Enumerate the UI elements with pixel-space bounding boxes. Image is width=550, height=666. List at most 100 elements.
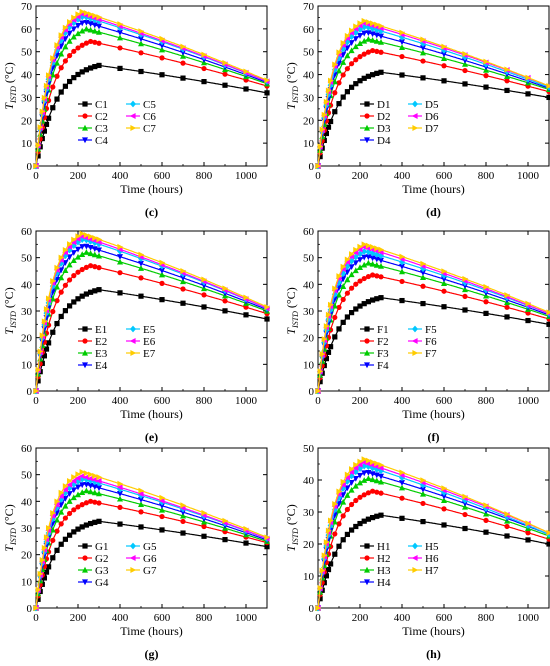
marker-E6 xyxy=(83,234,89,241)
marker-E1 xyxy=(54,320,60,327)
x-tick-label: 600 xyxy=(154,612,171,624)
marker-C3 xyxy=(138,40,144,47)
marker-D7 xyxy=(319,126,326,133)
marker-G2 xyxy=(117,504,123,510)
marker-F5 xyxy=(357,250,363,258)
marker-H3 xyxy=(373,477,380,484)
legend-marker-G1 xyxy=(82,543,88,549)
series-line-D5 xyxy=(317,25,550,167)
marker-C7 xyxy=(92,12,98,19)
marker-E7 xyxy=(75,233,82,240)
legend-marker-H1 xyxy=(364,543,370,549)
marker-H6 xyxy=(398,472,405,479)
marker-C7 xyxy=(96,14,103,21)
y-axis-title-unit: (°C) xyxy=(284,62,298,86)
marker-D1 xyxy=(344,89,350,95)
legend-label-C6: C6 xyxy=(143,111,156,123)
marker-G4 xyxy=(117,491,123,497)
marker-G6 xyxy=(58,493,64,500)
marker-H1 xyxy=(370,514,376,521)
marker-D3 xyxy=(369,36,376,43)
marker-E4 xyxy=(201,282,207,289)
marker-C7 xyxy=(62,24,69,31)
marker-E1 xyxy=(41,353,47,359)
marker-H1 xyxy=(323,573,329,579)
marker-C1 xyxy=(58,89,64,95)
marker-E2 xyxy=(58,289,64,295)
marker-F6 xyxy=(352,249,359,256)
marker-E2 xyxy=(222,298,228,304)
marker-F7 xyxy=(319,351,326,358)
marker-F1 xyxy=(349,310,355,316)
marker-G1 xyxy=(46,564,52,570)
marker-D7 xyxy=(504,66,511,73)
legend-marker-G5 xyxy=(130,542,136,550)
marker-D4 xyxy=(340,52,347,58)
y-axis-title: TISTD (°C) xyxy=(284,504,300,551)
marker-E1 xyxy=(35,378,41,384)
marker-D2 xyxy=(420,58,426,64)
legend-marker-G6 xyxy=(129,555,136,561)
marker-H7 xyxy=(319,567,326,574)
marker-H7 xyxy=(357,458,364,465)
marker-D1 xyxy=(325,124,332,130)
legend-marker-E6 xyxy=(129,338,136,344)
marker-C2 xyxy=(222,71,228,77)
marker-F1 xyxy=(546,321,550,327)
marker-D2 xyxy=(378,49,384,55)
marker-F2 xyxy=(370,272,376,278)
y-tick-label: 30 xyxy=(21,523,33,535)
legend-marker-C4 xyxy=(82,137,88,144)
marker-D2 xyxy=(349,61,355,67)
marker-F3 xyxy=(378,263,384,269)
x-tick-label: 1000 xyxy=(517,395,540,407)
marker-D4 xyxy=(462,57,468,64)
marker-H6 xyxy=(377,464,384,471)
legend-marker-H5 xyxy=(412,542,418,550)
marker-C7 xyxy=(222,59,229,66)
marker-G1 xyxy=(117,521,123,527)
marker-H5 xyxy=(399,474,405,482)
marker-H3 xyxy=(352,482,359,489)
marker-G3 xyxy=(138,501,144,507)
marker-F3 xyxy=(361,261,368,268)
marker-D2 xyxy=(340,72,346,78)
marker-F6 xyxy=(361,244,367,250)
legend-label-H1: H1 xyxy=(377,541,390,553)
chart-panel-d: 0 200 400 600 800 1000 0 10 20 30 40 50 60 70 Time (ho… xyxy=(284,1,550,219)
marker-H1 xyxy=(340,537,346,543)
y-axis-title-subscript: ISTD xyxy=(291,86,300,104)
marker-E1 xyxy=(117,290,123,296)
marker-E2 xyxy=(75,269,81,275)
series-line-D6 xyxy=(317,22,550,167)
marker-E1 xyxy=(138,293,144,299)
legend-marker-D1 xyxy=(364,101,370,107)
marker-E1 xyxy=(159,297,165,303)
marker-E4 xyxy=(58,267,65,274)
marker-C1 xyxy=(67,78,73,85)
marker-D3 xyxy=(340,59,347,65)
marker-E3 xyxy=(91,251,98,258)
marker-D3 xyxy=(373,37,380,44)
legend-label-F7: F7 xyxy=(425,348,437,360)
marker-F4 xyxy=(462,283,468,290)
marker-C1 xyxy=(75,71,81,78)
marker-C4 xyxy=(70,26,77,33)
legend-marker-H7 xyxy=(412,567,419,573)
marker-E7 xyxy=(243,294,250,301)
marker-F3 xyxy=(348,271,355,278)
marker-D1 xyxy=(399,72,405,78)
marker-H1 xyxy=(399,515,405,521)
marker-C3 xyxy=(87,26,94,33)
marker-G7 xyxy=(37,570,44,577)
marker-H3 xyxy=(361,477,368,483)
y-tick-label: 10 xyxy=(21,576,33,588)
marker-F7 xyxy=(399,253,406,260)
marker-E2 xyxy=(96,265,102,271)
marker-G2 xyxy=(83,500,89,506)
marker-E4 xyxy=(159,267,165,274)
marker-D1 xyxy=(370,72,376,78)
x-tick-label: 0 xyxy=(315,612,321,624)
marker-G7 xyxy=(33,605,40,611)
y-tick-label: 20 xyxy=(21,333,33,345)
